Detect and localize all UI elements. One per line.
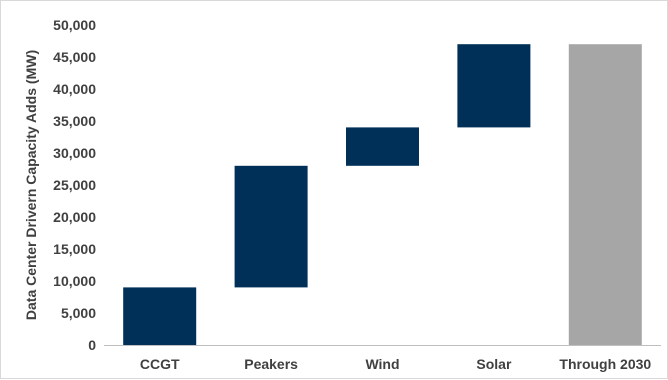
y-tick-label: 40,000 <box>53 81 96 97</box>
y-tick-label: 35,000 <box>53 113 96 129</box>
x-tick-label: Through 2030 <box>559 356 651 372</box>
y-tick-label: 10,000 <box>53 273 96 289</box>
x-tick-label: Peakers <box>244 356 298 372</box>
bar-wind <box>346 127 419 166</box>
y-axis-ticks: 0 5,000 10,000 15,000 20,000 25,000 30,000 35,0… <box>53 17 96 353</box>
y-tick-label: 50,000 <box>53 17 96 33</box>
bar-ccgt <box>123 287 197 345</box>
y-tick-label: 30,000 <box>53 145 96 161</box>
bar-peakers <box>234 165 308 288</box>
x-tick-label: Solar <box>476 356 512 372</box>
x-axis-labels: CCGT Peakers Wind Solar Through 2030 <box>140 356 652 372</box>
y-tick-label: 20,000 <box>53 209 96 225</box>
y-tick-label: 25,000 <box>53 177 96 193</box>
bar-solar <box>457 44 531 128</box>
chart-bars <box>123 44 642 345</box>
y-tick-label: 5,000 <box>61 305 96 321</box>
y-tick-label: 0 <box>88 337 96 353</box>
y-tick-label: 15,000 <box>53 241 96 257</box>
x-tick-label: CCGT <box>140 356 180 372</box>
y-axis-title: Data Center Drivern Capacity Adds (MW) <box>23 50 39 320</box>
x-tick-label: Wind <box>365 356 399 372</box>
y-tick-label: 45,000 <box>53 49 96 65</box>
bar-through-2030 <box>568 44 642 345</box>
